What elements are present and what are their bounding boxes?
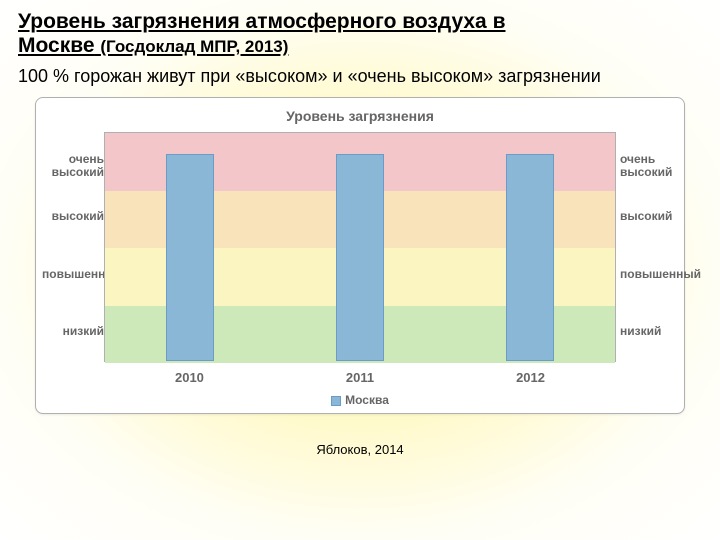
report-reference: (Госдоклад МПР, 2013) — [100, 37, 288, 56]
bar-2012 — [506, 154, 554, 361]
slide-subtitle: 100 % горожан живут при «высоком» и «оче… — [0, 64, 720, 97]
y-axis-labels-left: оченьвысокий высокий повышенный низкий — [42, 132, 104, 362]
plot-area — [104, 132, 616, 362]
chart-card: Уровень загрязнения оченьвысокий высокий п… — [35, 97, 685, 414]
title-city: Москве — [18, 34, 95, 57]
y-label: низкий — [42, 325, 104, 338]
y-label: оченьвысокий — [620, 153, 682, 179]
x-tick: 2010 — [175, 370, 204, 385]
x-tick: 2011 — [346, 370, 374, 385]
bar-2011 — [336, 154, 384, 361]
chart-legend: Москва — [36, 387, 684, 409]
slide-header: Уровень загрязнения атмосферного воздуха… — [0, 0, 720, 64]
slide-title-line1: Уровень загрязнения атмосферного воздуха… — [18, 10, 702, 34]
bars-container — [105, 133, 615, 361]
y-label: повышенный — [620, 268, 682, 281]
y-label: повышенный — [42, 268, 104, 281]
x-axis-labels: 2010 2011 2012 — [36, 362, 684, 387]
y-axis-labels-right: оченьвысокийвысокийповышенныйнизкий — [616, 132, 678, 362]
bar-2010 — [166, 154, 214, 361]
legend-label: Москва — [345, 393, 389, 407]
legend-swatch — [331, 396, 341, 406]
y-label: оченьвысокий — [42, 153, 104, 179]
y-label: низкий — [620, 325, 682, 338]
slide-title-line2: Москве (Госдоклад МПР, 2013) — [18, 34, 702, 58]
y-label: высокий — [42, 210, 104, 223]
chart-title: Уровень загрязнения — [36, 104, 684, 132]
plot-wrap: оченьвысокий высокий повышенный низкий очен… — [36, 132, 684, 362]
y-label: высокий — [620, 210, 682, 223]
x-tick: 2012 — [516, 370, 545, 385]
footer-credit: Яблоков, 2014 — [0, 414, 720, 457]
